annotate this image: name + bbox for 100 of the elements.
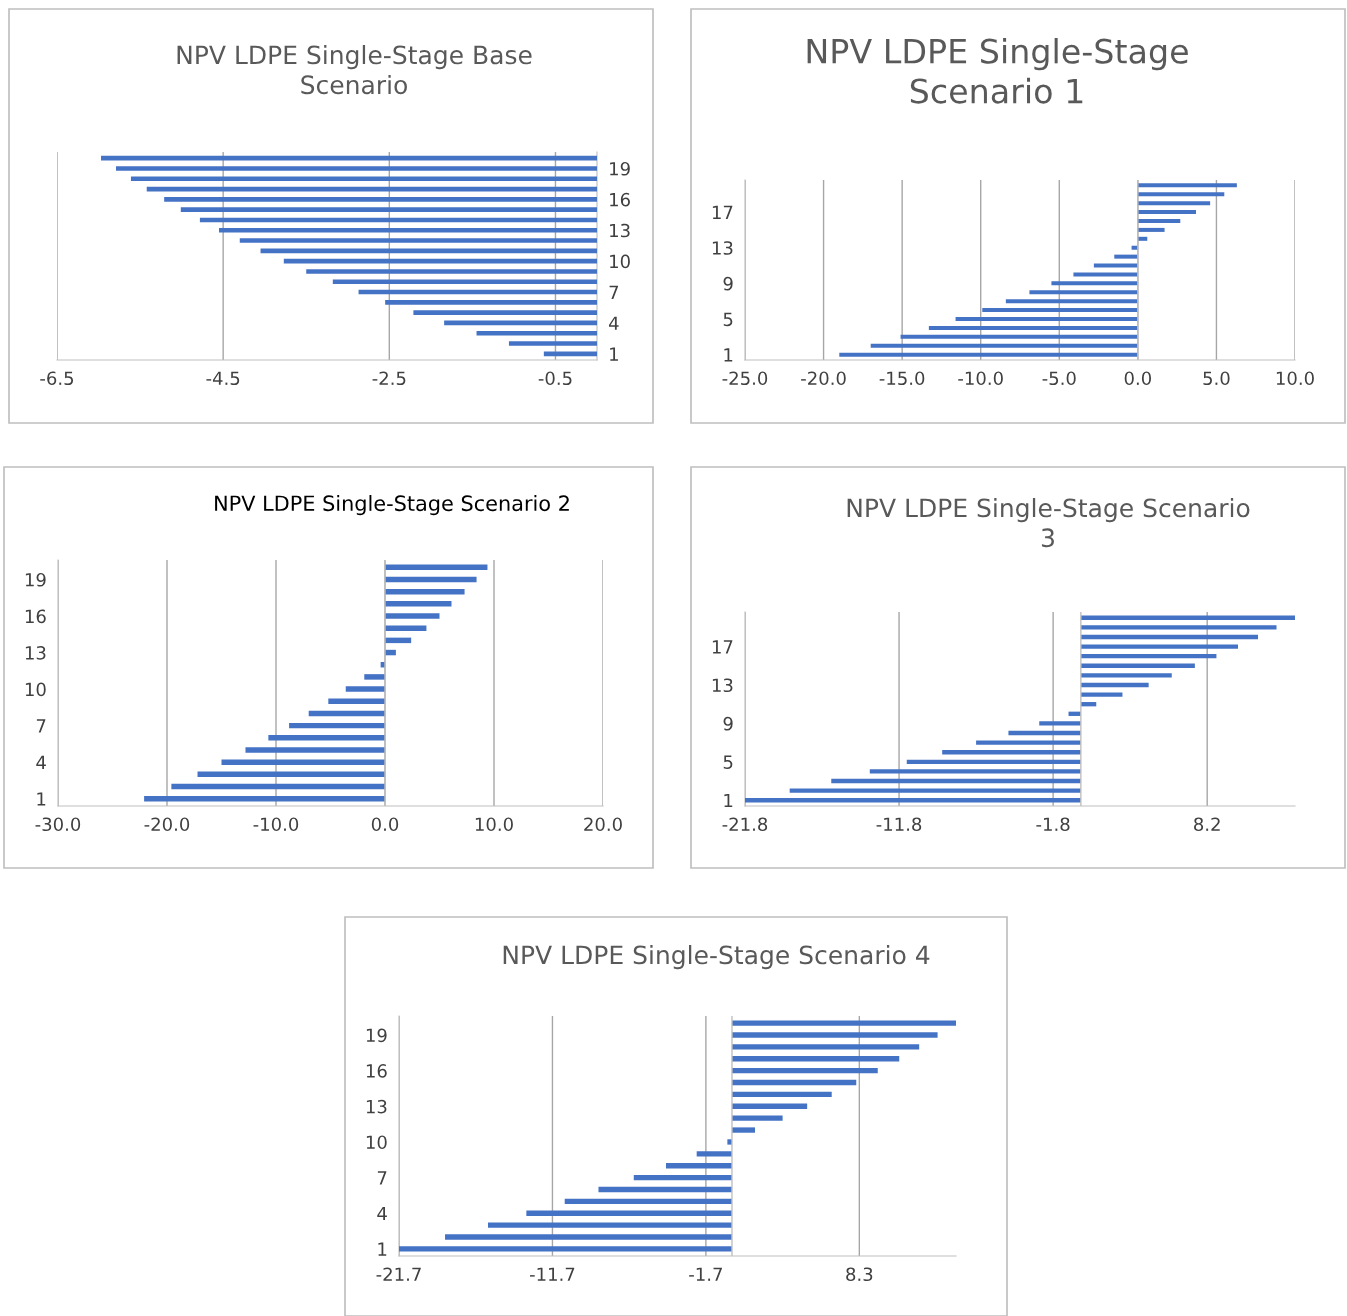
y-tick-label: 7 [377,1171,387,1185]
y-tick-label: 19 [25,572,46,587]
x-tick-label: -2.5 [372,371,406,386]
x-tick-label: -4.5 [206,371,240,386]
y-tick-label: 1 [610,347,618,361]
bar [1080,692,1123,697]
chart-title: NPV LDPE Single-Stage Base Scenario [177,45,532,95]
x-tick-label: 20.0 [584,817,622,832]
bar [1005,299,1138,304]
bar [955,317,1138,322]
bar [1137,218,1181,223]
y-tick-label: 16 [366,1064,387,1078]
x-tick-label: -20.0 [144,817,190,832]
bar [731,1067,878,1074]
bar [976,740,1081,745]
bar [1080,654,1217,659]
y-tick-label: 4 [36,755,46,770]
bar [1137,227,1165,232]
bar [526,1210,732,1216]
y-tick-label: 5 [723,755,733,769]
x-tick-label: -30.0 [35,817,81,832]
bar [345,686,385,692]
x-tick-label: -6.5 [40,371,74,386]
bar [1008,730,1081,736]
chart-title: NPV LDPE Single-Stage Scenario 2 [215,495,569,516]
bar [1039,721,1081,726]
y-tick-label: 9 [723,276,733,291]
y-tick-label: 4 [608,316,619,330]
x-tick-label: -5.0 [1042,371,1076,386]
bar [1137,201,1211,206]
bar [385,613,440,619]
bar [1093,263,1138,268]
bar [731,1091,832,1098]
bar [1051,281,1138,286]
y-tick-label: 1 [724,793,733,808]
bar [870,343,1138,348]
x-tick-label: 8.3 [846,1267,873,1282]
bar [1029,290,1138,295]
bar [268,735,385,741]
bar [144,795,385,802]
x-tick-label: -21.7 [376,1267,421,1281]
bar [906,759,1081,764]
bar [869,769,1081,774]
y-tick-label: 19 [366,1028,387,1043]
bar [598,1186,732,1193]
y-tick-label: 19 [610,161,630,176]
bar [1137,192,1225,197]
bar [1080,673,1172,678]
bar [399,1246,732,1252]
bar [1080,625,1277,630]
bar [385,564,488,571]
y-tick-label: 10 [610,254,630,269]
bar [1080,663,1195,668]
chart-title: NPV LDPE Single-Stage Scenario 3 [847,498,1250,548]
bar [731,1044,920,1050]
bar [221,759,385,765]
y-tick-label: 10 [366,1135,387,1150]
y-tick-label: 13 [366,1099,387,1114]
x-tick-label: -0.5 [538,371,572,386]
y-tick-label: 13 [712,678,733,693]
x-tick-label: -20.0 [801,371,846,386]
x-tick-label: -15.0 [879,371,925,386]
bar [171,783,385,790]
y-tick-label: 5 [723,312,733,327]
x-tick-label: -1.8 [1036,817,1070,832]
y-tick-label: 16 [25,609,46,624]
bar [564,1198,732,1205]
bar [1080,644,1238,649]
x-tick-label: -21.8 [722,817,768,832]
bar [942,750,1081,755]
x-tick-label: 0.0 [371,817,399,832]
bar [385,576,477,583]
x-tick-label: 10.0 [1276,371,1314,386]
bar [364,674,385,680]
bar [289,722,385,729]
bar [900,334,1138,339]
y-tick-label: 13 [25,646,46,660]
bar [1080,634,1259,640]
y-tick-label: 17 [712,205,733,219]
bar [745,798,1081,803]
x-tick-label: 8.2 [1194,817,1220,832]
bar [665,1163,732,1169]
bar [385,588,465,595]
bar [1137,210,1196,215]
x-tick-label: 10.0 [475,817,513,832]
bar [696,1151,732,1157]
y-tick-label: 1 [724,348,733,362]
bar [831,778,1081,784]
y-tick-label: 16 [610,192,630,207]
bar [445,1234,732,1240]
bar [245,747,385,753]
y-tick-label: 7 [36,719,46,733]
y-tick-label: 9 [723,716,733,731]
y-tick-label: 13 [712,241,733,255]
y-tick-label: 17 [712,640,733,654]
chart-title: NPV LDPE Single-Stage Scenario 1 [807,38,1188,104]
y-tick-label: 10 [25,682,46,697]
x-tick-label: -11.8 [876,817,922,832]
bar [197,771,385,778]
bar [789,788,1081,793]
